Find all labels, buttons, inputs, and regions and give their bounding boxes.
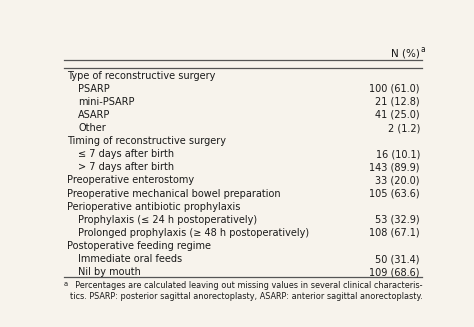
Text: Nil by mouth: Nil by mouth	[78, 267, 141, 277]
Text: mini-PSARP: mini-PSARP	[78, 97, 135, 107]
Text: N (%): N (%)	[391, 48, 420, 58]
Text: Preoperative enterostomy: Preoperative enterostomy	[66, 176, 194, 185]
Text: PSARP: PSARP	[78, 84, 110, 94]
Text: Perioperative antibiotic prophylaxis: Perioperative antibiotic prophylaxis	[66, 202, 240, 212]
Text: 109 (68.6): 109 (68.6)	[370, 267, 420, 277]
Text: 41 (25.0): 41 (25.0)	[375, 110, 420, 120]
Text: Percentages are calculated leaving out missing values in several clinical charac: Percentages are calculated leaving out m…	[70, 281, 423, 301]
Text: 2 (1.2): 2 (1.2)	[388, 123, 420, 133]
Text: Immediate oral feeds: Immediate oral feeds	[78, 254, 182, 264]
Text: a: a	[64, 281, 68, 287]
Text: Prophylaxis (≤ 24 h postoperatively): Prophylaxis (≤ 24 h postoperatively)	[78, 215, 257, 225]
Text: Other: Other	[78, 123, 106, 133]
Text: 53 (32.9): 53 (32.9)	[375, 215, 420, 225]
Text: ASARP: ASARP	[78, 110, 111, 120]
Text: Preoperative mechanical bowel preparation: Preoperative mechanical bowel preparatio…	[66, 189, 280, 198]
Text: Type of reconstructive surgery: Type of reconstructive surgery	[66, 71, 215, 81]
Text: a: a	[420, 45, 425, 54]
Text: 143 (89.9): 143 (89.9)	[370, 163, 420, 172]
Text: 100 (61.0): 100 (61.0)	[370, 84, 420, 94]
Text: Postoperative feeding regime: Postoperative feeding regime	[66, 241, 210, 251]
Text: 108 (67.1): 108 (67.1)	[369, 228, 420, 238]
Text: 21 (12.8): 21 (12.8)	[375, 97, 420, 107]
Text: 16 (10.1): 16 (10.1)	[375, 149, 420, 159]
Text: 105 (63.6): 105 (63.6)	[369, 189, 420, 198]
Text: ≤ 7 days after birth: ≤ 7 days after birth	[78, 149, 174, 159]
Text: 50 (31.4): 50 (31.4)	[375, 254, 420, 264]
Text: Timing of reconstructive surgery: Timing of reconstructive surgery	[66, 136, 226, 146]
Text: > 7 days after birth: > 7 days after birth	[78, 163, 174, 172]
Text: Prolonged prophylaxis (≥ 48 h postoperatively): Prolonged prophylaxis (≥ 48 h postoperat…	[78, 228, 310, 238]
Text: 33 (20.0): 33 (20.0)	[375, 176, 420, 185]
